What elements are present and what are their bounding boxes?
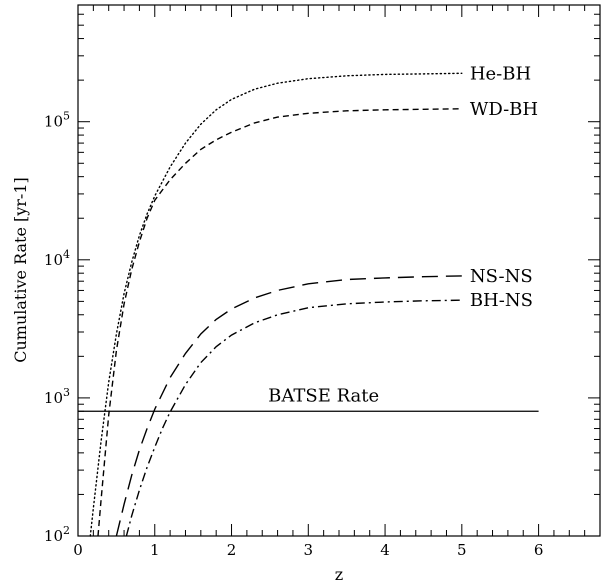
series-line-wd-bh [97,108,462,537]
x-tick-label: 2 [227,541,237,559]
annotation-layer: BATSE Rate [78,385,539,412]
x-tick-label: 6 [534,541,544,559]
series-line-bh-ns [125,299,462,537]
x-tick-label: 0 [73,541,83,559]
y-tick-label: 105 [44,110,70,131]
x-axis-title: z [335,565,343,584]
x-tick-label: 4 [380,541,390,559]
batse-rate-label: BATSE Rate [268,385,379,406]
series-label-ns-ns: NS-NS [470,266,533,287]
x-tick-label: 1 [150,541,160,559]
y-tick-label: 102 [44,524,70,545]
y-axis-title: Cumulative Rate [yr-1] [11,177,30,363]
series-line-ns-ns [115,275,462,537]
series-label-wd-bh: WD-BH [470,99,538,120]
x-tick-label: 3 [304,541,314,559]
y-tick-label: 103 [44,386,70,407]
x-tick-label: 5 [457,541,467,559]
series-label-bh-ns: BH-NS [470,290,533,311]
series-layer: He-BH WD-BH NS-NS BH-NS [89,63,538,537]
y-tick-label: 104 [44,248,70,269]
x-tick-labels: 0 1 2 3 4 5 6 [73,541,543,559]
axis-ticks [77,4,601,537]
y-tick-labels: 102 103 104 105 [44,110,70,545]
series-label-he-bh: He-BH [470,63,531,84]
series-line-he-bh [89,72,463,537]
